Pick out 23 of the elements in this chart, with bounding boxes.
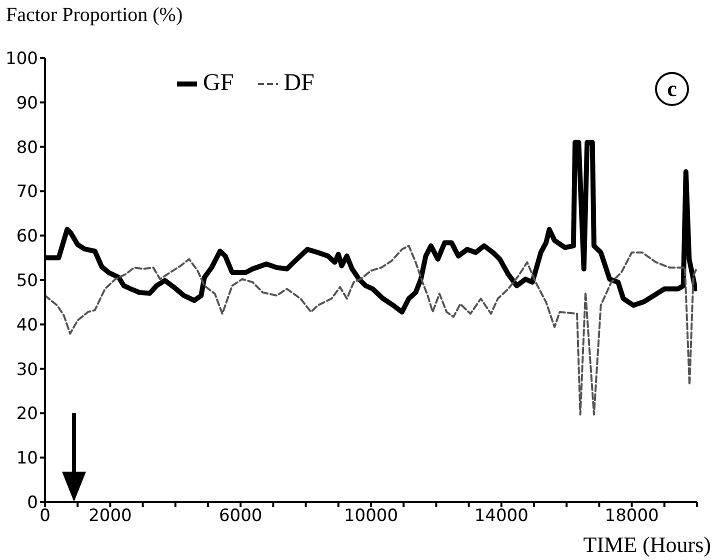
x-tick-label: 0 — [40, 506, 50, 526]
x-tick-label: 2000 — [88, 506, 132, 526]
y-tick-label: 0 — [27, 493, 38, 514]
x-tick-label: 6000 — [218, 506, 262, 526]
legend-label: DF — [284, 70, 314, 97]
y-tick-label: 20 — [16, 404, 38, 424]
y-tick-label: 100 — [6, 49, 38, 70]
line-series — [45, 244, 697, 416]
y-tick-label: 50 — [16, 271, 38, 292]
y-tick-label: 40 — [16, 315, 38, 336]
y-tick-label: 90 — [16, 93, 38, 114]
x-tick-label: 18000 — [604, 506, 659, 526]
y-tick-label: 60 — [16, 226, 38, 247]
y-tick-label: 70 — [16, 182, 38, 202]
x-tick-label: 14000 — [474, 506, 528, 526]
legend-label: GF — [203, 70, 234, 97]
x-tick-label: 10000 — [344, 506, 398, 526]
y-axis-title: Factor Proportion (%) — [6, 4, 183, 27]
y-tick-label: 80 — [16, 138, 38, 158]
y-tick-label: 30 — [16, 360, 38, 380]
y-tick-label: 10 — [16, 448, 38, 469]
x-axis-title: TIME (Hours) — [583, 532, 711, 558]
annotation: c — [655, 72, 689, 106]
